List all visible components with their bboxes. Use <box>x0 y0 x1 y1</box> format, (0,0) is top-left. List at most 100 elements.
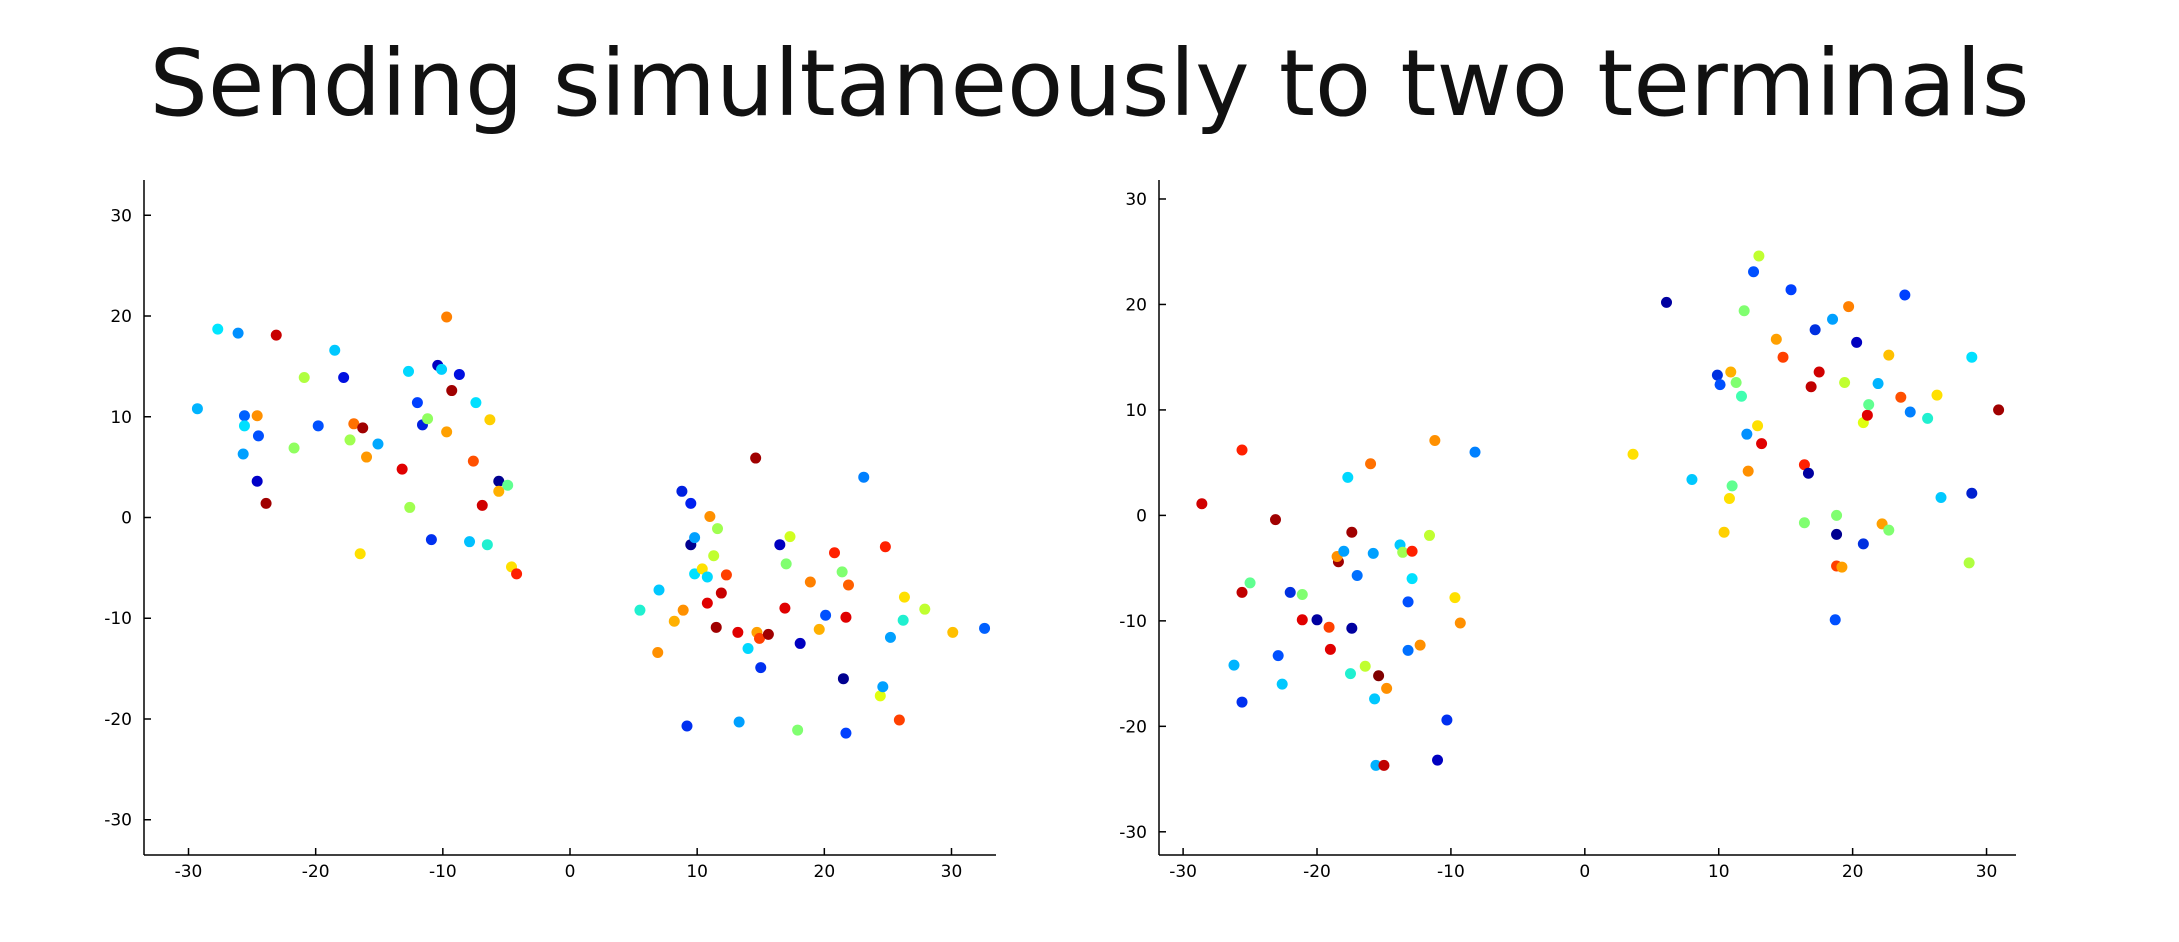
scatter-point <box>794 637 806 649</box>
scatter-point <box>792 724 804 736</box>
y-tick-label: 30 <box>110 206 132 226</box>
scatter-point <box>441 311 453 323</box>
scatter-point <box>411 397 423 409</box>
scatter-point <box>668 615 680 627</box>
scatter-point <box>1895 391 1907 403</box>
scatter-point <box>696 563 708 575</box>
scatter-point <box>1883 349 1895 361</box>
scatter-point <box>893 714 905 726</box>
scatter-point <box>712 523 724 535</box>
scatter-point <box>836 566 848 578</box>
scatter-point <box>1402 644 1414 656</box>
scatter-point <box>481 539 493 551</box>
y-tick-label: -10 <box>1119 612 1147 632</box>
scatter-point <box>813 623 825 635</box>
scatter-point <box>837 673 849 685</box>
scatter-point <box>338 371 350 383</box>
scatter-point <box>701 597 713 609</box>
scatter-point <box>1741 428 1753 440</box>
scatter-point <box>1711 369 1723 381</box>
x-tick-label: 30 <box>1976 862 1998 882</box>
scatter-point <box>252 430 264 442</box>
scatter-point <box>372 438 384 450</box>
scatter-point <box>704 510 716 522</box>
scatter-point <box>251 410 263 422</box>
y-tick-label: 30 <box>1125 190 1147 210</box>
scatter-point <box>288 442 300 454</box>
scatter-point <box>511 568 523 580</box>
scatter-point <box>238 420 250 432</box>
x-tick-label: 10 <box>1708 862 1730 882</box>
scatter-point <box>947 626 959 638</box>
scatter-point <box>354 548 366 560</box>
scatter-point <box>710 621 722 633</box>
scatter-point <box>251 475 263 487</box>
scatter-point <box>733 716 745 728</box>
y-tick-label: -30 <box>1119 823 1147 843</box>
scatter-point <box>1735 390 1747 402</box>
scatter-point <box>1346 622 1358 634</box>
scatter-point <box>396 463 408 475</box>
scatter-point <box>779 602 791 614</box>
scatter-point <box>1370 759 1382 771</box>
scatter-point <box>1836 561 1848 573</box>
scatter-plot-right: -30 -20 -10 0 10 20 30 -30 -20 -10 0 10 20 30 <box>1119 180 2016 882</box>
scatter-point <box>1236 444 1248 456</box>
scatter-point <box>750 452 762 464</box>
scatter-point <box>1863 399 1875 411</box>
scatter-point <box>1351 570 1363 582</box>
scatter-point <box>1742 465 1754 477</box>
scatter-point <box>1813 366 1825 378</box>
scatter-point <box>1748 266 1760 278</box>
scatter-point <box>1324 643 1336 655</box>
x-tick-label: -10 <box>1437 862 1465 882</box>
scatter-point <box>1342 471 1354 483</box>
x-tick-label: -30 <box>1169 862 1197 882</box>
scatter-point <box>1323 621 1335 633</box>
scatter-point <box>1627 448 1639 460</box>
scatter-point <box>1756 438 1768 450</box>
scatter-point <box>1829 614 1841 626</box>
scatter-point <box>676 485 688 497</box>
scatter-point <box>884 631 896 643</box>
scatter-point <box>1843 301 1855 313</box>
scatter-point <box>1922 412 1934 424</box>
scatter-point <box>858 471 870 483</box>
scatter-point <box>753 632 765 644</box>
scatter-point <box>774 539 786 551</box>
scatter-point <box>685 497 697 509</box>
scatter-point <box>1966 487 1978 499</box>
scatter-point <box>634 604 646 616</box>
x-tick-label: 20 <box>1842 862 1864 882</box>
scatter-point <box>1367 547 1379 559</box>
scatter-point <box>681 720 693 732</box>
scatter-point <box>732 626 744 638</box>
scatter-point <box>453 368 465 380</box>
scatter-point <box>1373 670 1385 682</box>
scatter-point <box>467 455 479 467</box>
scatter-point <box>1365 458 1377 470</box>
scatter-point <box>404 501 416 513</box>
scatter-point <box>1686 474 1698 486</box>
slide-title: Sending simultaneously to two terminals <box>149 30 2030 137</box>
scatter-point <box>238 410 250 422</box>
scatter-point <box>1861 409 1873 421</box>
scatter-point <box>1296 588 1308 600</box>
scatter-point <box>446 385 458 397</box>
scatter-point <box>1429 435 1441 447</box>
scatter-point <box>1883 524 1895 536</box>
scatter-point <box>1798 517 1810 529</box>
scatter-point <box>1196 498 1208 510</box>
scatter-point <box>1857 538 1869 550</box>
scatter-point <box>1432 754 1444 766</box>
scatter-point <box>701 571 713 583</box>
scatter-point <box>260 497 272 509</box>
scatter-point <box>237 448 249 460</box>
x-tick-label: -30 <box>175 862 203 882</box>
scatter-point <box>1454 617 1466 629</box>
scatter-point <box>1718 526 1730 538</box>
scatter-point <box>1406 573 1418 585</box>
scatter-point <box>1414 639 1426 651</box>
scatter-point <box>820 609 832 621</box>
scatter-point <box>762 628 774 640</box>
